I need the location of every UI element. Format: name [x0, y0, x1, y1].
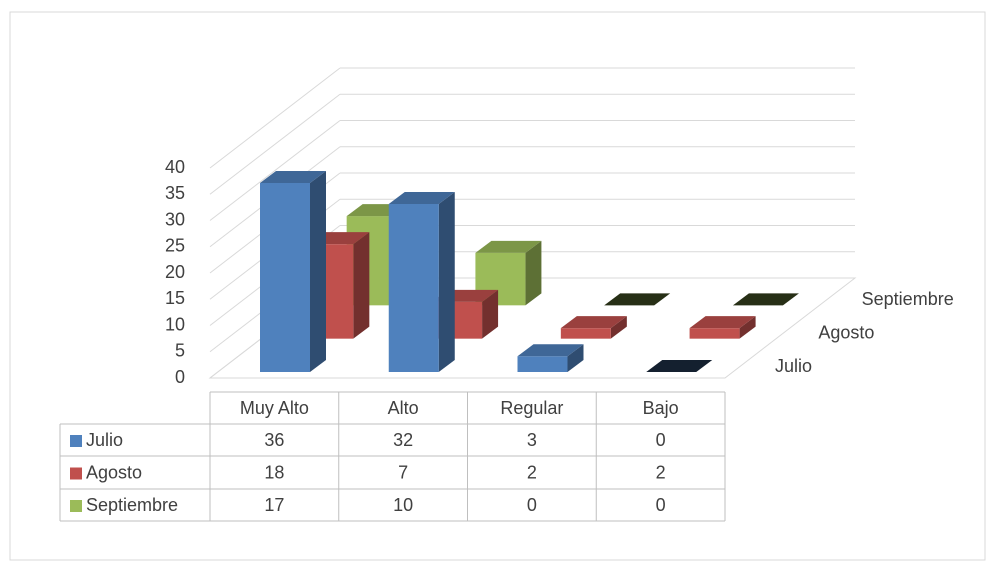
bar-side	[353, 232, 370, 339]
bar-top	[260, 171, 326, 183]
bar-top	[388, 192, 455, 204]
legend-label: Agosto	[86, 462, 142, 482]
y-tick-label: 20	[165, 262, 185, 282]
grid-line	[209, 120, 341, 221]
table-value: 7	[398, 462, 408, 482]
depth-label: Agosto	[818, 322, 874, 342]
legend-label: Septiembre	[86, 495, 178, 515]
bar-top	[475, 240, 542, 253]
bar-front	[260, 183, 310, 372]
table-value: 0	[527, 495, 537, 515]
depth-label: Julio	[775, 356, 812, 376]
bar-top	[560, 316, 627, 329]
y-tick-label: 35	[165, 183, 185, 203]
legend-swatch	[70, 500, 82, 512]
table-value: 36	[264, 430, 284, 450]
x-tick-label: Regular	[500, 398, 563, 418]
x-tick-label: Bajo	[643, 398, 679, 418]
bar-front	[560, 328, 611, 339]
bar-side	[525, 240, 542, 306]
table-value: 0	[656, 495, 666, 515]
bar-top	[689, 316, 756, 329]
depth-label: Septiembre	[862, 289, 954, 309]
table-value: 3	[527, 430, 537, 450]
bar	[475, 240, 542, 306]
y-tick-label: 5	[175, 341, 185, 361]
bar	[689, 316, 756, 339]
table-value: 2	[527, 462, 537, 482]
bar	[646, 360, 713, 372]
bar	[732, 293, 799, 306]
bar-front	[388, 204, 439, 372]
table-value: 18	[264, 462, 284, 482]
table-value: 17	[264, 495, 284, 515]
grid-line	[209, 67, 341, 169]
bar	[604, 293, 671, 306]
bar-front	[517, 356, 568, 372]
table-value: 2	[656, 462, 666, 482]
bar-side	[739, 316, 756, 339]
bar	[517, 344, 584, 372]
legend-label: Julio	[86, 430, 123, 450]
bar-side	[610, 316, 627, 339]
table-value: 10	[393, 495, 413, 515]
bar-side	[482, 289, 499, 339]
bar-front	[689, 328, 740, 339]
bar-side	[567, 344, 584, 372]
y-tick-label: 10	[165, 314, 185, 334]
bar-top	[517, 344, 584, 357]
bar-top	[604, 293, 671, 306]
x-tick-label: Alto	[388, 398, 419, 418]
bar	[260, 171, 326, 372]
bar-top	[732, 293, 799, 306]
chart-frame	[9, 11, 986, 561]
legend-swatch	[70, 467, 82, 480]
y-tick-label: 0	[175, 367, 185, 387]
y-tick-label: 25	[165, 236, 185, 256]
bar-side	[438, 192, 455, 372]
table-value: 32	[393, 430, 413, 450]
bar	[560, 316, 627, 339]
grid-line	[209, 93, 341, 195]
x-tick-label: Muy Alto	[240, 398, 309, 418]
table-value: 0	[656, 430, 666, 450]
y-tick-label: 15	[165, 288, 185, 308]
legend-swatch	[70, 435, 82, 447]
y-tick-label: 30	[165, 209, 185, 229]
bar-side	[310, 171, 326, 372]
bar-top	[646, 360, 713, 372]
bar	[388, 192, 455, 372]
y-tick-label: 40	[165, 157, 185, 177]
